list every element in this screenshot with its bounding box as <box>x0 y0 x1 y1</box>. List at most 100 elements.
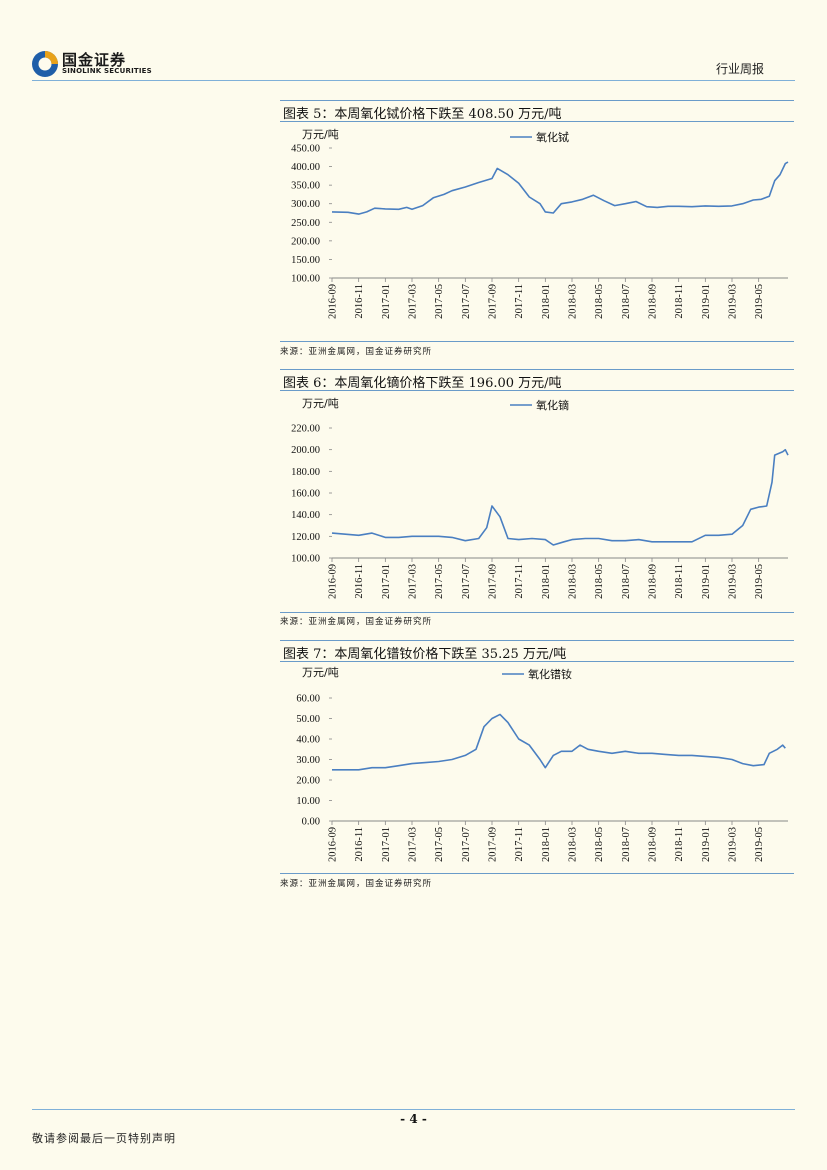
x-tick-label: 2017-09 <box>488 564 499 599</box>
legend-label: 氧化铽 <box>536 130 569 144</box>
logo-cn-text: 国金证券 <box>62 51 127 69</box>
x-tick-label: 2019-01 <box>701 284 712 319</box>
x-tick-label: 2018-11 <box>674 564 685 599</box>
figure-6-title: 图表 6：本周氧化镝价格下跌至 196.00 万元/吨 <box>283 376 562 391</box>
x-tick-label: 2019-03 <box>728 564 739 599</box>
y-axis-unit-label: 万元/吨 <box>302 666 339 679</box>
x-tick-label: 2019-05 <box>754 827 765 862</box>
x-tick-label: 2016-09 <box>328 564 339 599</box>
y-tick-label: 100.00 <box>291 554 320 565</box>
chart-praseodymium-neodymium-oxide: 万元/吨 氧化镨钕 0.00 10.00 20.00 30.00 40.00 50.00 60.… <box>296 666 788 862</box>
x-tick-label: 2018-07 <box>621 564 632 599</box>
x-tick-label: 2017-01 <box>381 564 392 599</box>
x-tick-label: 2018-07 <box>621 827 632 862</box>
figure-6-bottom-rule <box>280 612 794 613</box>
footer-disclaimer: 敬请参阅最后一页特别声明 <box>32 1132 176 1145</box>
figure-5-source: 来源：亚洲金属网，国金证券研究所 <box>280 347 433 357</box>
x-tick-label: 2016-09 <box>328 284 339 319</box>
y-tick-label: 120.00 <box>291 532 320 543</box>
sinolink-logo-icon <box>32 51 58 77</box>
figure-7-title-rule <box>280 661 794 662</box>
x-tick-label: 2017-07 <box>461 827 472 862</box>
figure-6-source: 来源：亚洲金属网，国金证券研究所 <box>280 617 433 627</box>
figure-5-title-rule <box>280 121 794 122</box>
x-tick-label: 2018-09 <box>648 284 659 319</box>
figure-5-top-rule <box>280 100 794 101</box>
x-tick-label: 2019-03 <box>728 827 739 862</box>
y-tick-label: 60.00 <box>296 694 320 705</box>
series-line <box>331 448 789 546</box>
y-tick-label: 30.00 <box>296 755 320 766</box>
x-tick-label: 2018-03 <box>568 284 579 319</box>
x-tick-label: 2017-01 <box>381 284 392 319</box>
x-tick-label: 2018-07 <box>621 284 632 319</box>
y-tick-label: 50.00 <box>296 714 320 725</box>
y-axis-unit-label: 万元/吨 <box>302 397 339 410</box>
y-tick-label: 350.00 <box>291 181 320 192</box>
x-tick-label: 2018-09 <box>648 827 659 862</box>
x-tick-label: 2016-11 <box>354 284 365 319</box>
y-tick-label: 150.00 <box>291 255 320 266</box>
chart-dysprosium-oxide: 万元/吨 氧化镝 100.00 120.00 140.00 160.00 180.00 200… <box>291 397 789 599</box>
x-tick-label: 2017-01 <box>381 827 392 862</box>
logo-en-text: SINOLINK SECURITIES <box>62 67 152 75</box>
x-tick-label: 2018-01 <box>541 284 552 319</box>
y-tick-label: 400.00 <box>291 162 320 173</box>
x-tick-label: 2018-03 <box>568 564 579 599</box>
x-tick-label: 2018-01 <box>541 564 552 599</box>
x-tick-label: 2018-11 <box>674 827 685 862</box>
y-axis-unit-label: 万元/吨 <box>302 128 339 141</box>
y-tick-label: 220.00 <box>291 424 320 435</box>
x-tick-label: 2016-09 <box>328 827 339 862</box>
x-tick-label: 2017-07 <box>461 564 472 599</box>
x-tick-label: 2017-11 <box>514 827 525 862</box>
x-tick-label: 2017-05 <box>434 284 445 319</box>
x-tick-label: 2018-05 <box>594 284 605 319</box>
x-tick-label: 2017-11 <box>514 284 525 319</box>
x-tick-label: 2018-05 <box>594 827 605 862</box>
header-divider <box>32 80 795 81</box>
chart-terbium-oxide: 万元/吨 氧化铽 100.00 150.00 200.00 250.00 300.00 350… <box>291 128 789 319</box>
y-tick-label: 300.00 <box>291 199 320 210</box>
x-tick-label: 2017-03 <box>408 827 419 862</box>
series-line <box>331 161 789 215</box>
x-tick-label: 2019-05 <box>754 564 765 599</box>
x-tick-label: 2019-01 <box>701 564 712 599</box>
y-tick-label: 200.00 <box>291 236 320 247</box>
x-tick-label: 2018-05 <box>594 564 605 599</box>
y-tick-label: 450.00 <box>291 144 320 155</box>
y-tick-label: 0.00 <box>302 817 320 828</box>
x-tick-label: 2017-09 <box>488 284 499 319</box>
y-tick-label: 250.00 <box>291 218 320 229</box>
figure-7-title: 图表 7：本周氧化镨钕价格下跌至 35.25 万元/吨 <box>283 647 567 662</box>
y-tick-label: 160.00 <box>291 489 320 500</box>
x-tick-label: 2019-03 <box>728 284 739 319</box>
y-tick-label: 100.00 <box>291 274 320 285</box>
legend-label: 氧化镨钕 <box>528 667 572 681</box>
x-tick-label: 2017-03 <box>408 284 419 319</box>
x-tick-label: 2019-05 <box>754 284 765 319</box>
y-tick-label: 200.00 <box>291 445 320 456</box>
figure-7-top-rule <box>280 640 794 641</box>
x-tick-label: 2017-11 <box>514 564 525 599</box>
series-line <box>332 713 786 771</box>
x-tick-label: 2017-09 <box>488 827 499 862</box>
section-label: 行业周报 <box>715 62 764 76</box>
figure-7-bottom-rule <box>280 873 794 874</box>
figure-6-top-rule <box>280 369 794 370</box>
page-number: - 4 - <box>400 1112 427 1126</box>
x-tick-label: 2018-11 <box>674 284 685 319</box>
footer-divider <box>32 1109 795 1110</box>
y-tick-label: 20.00 <box>296 776 320 787</box>
legend-label: 氧化镝 <box>536 398 569 412</box>
figure-5-title: 图表 5：本周氧化铽价格下跌至 408.50 万元/吨 <box>283 107 562 122</box>
y-tick-label: 10.00 <box>296 796 320 807</box>
x-tick-label: 2017-05 <box>434 827 445 862</box>
x-tick-label: 2018-09 <box>648 564 659 599</box>
x-tick-label: 2019-01 <box>701 827 712 862</box>
x-tick-label: 2017-07 <box>461 284 472 319</box>
y-tick-label: 40.00 <box>296 735 320 746</box>
x-tick-label: 2018-03 <box>568 827 579 862</box>
y-tick-label: 180.00 <box>291 467 320 478</box>
x-tick-label: 2018-01 <box>541 827 552 862</box>
